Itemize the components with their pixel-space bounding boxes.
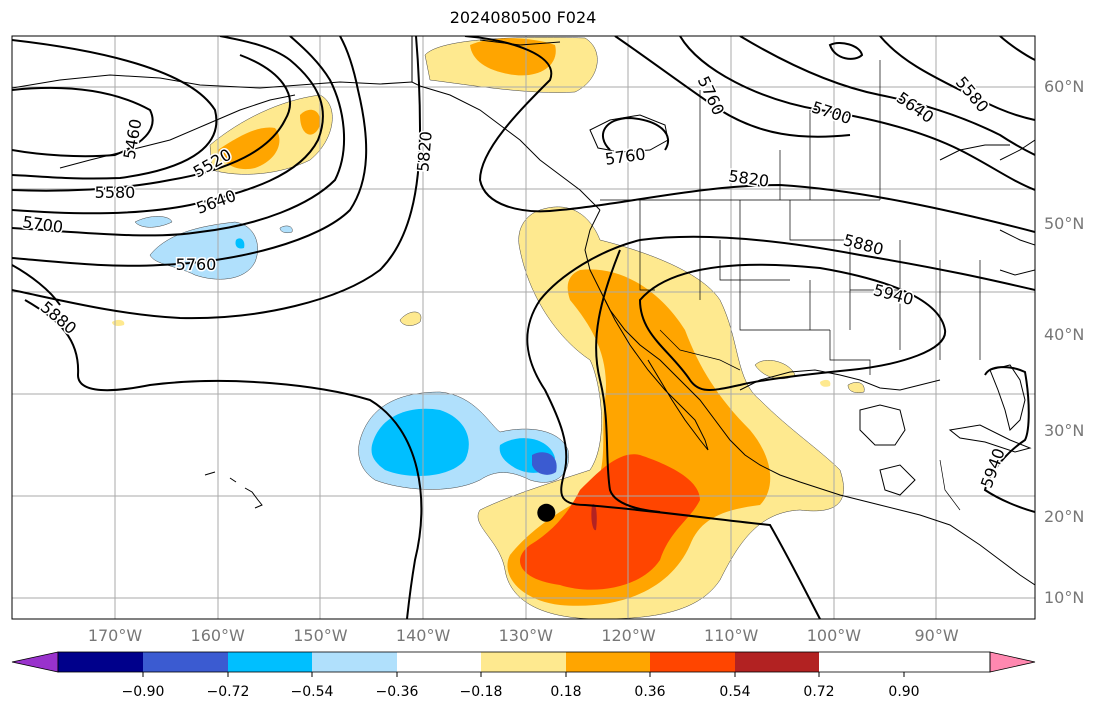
position-marker bbox=[537, 503, 556, 522]
colorbar-segment bbox=[735, 652, 819, 672]
contour-5880-main bbox=[526, 299, 821, 619]
contour-5700 bbox=[12, 36, 345, 237]
contour-label: 5460 bbox=[120, 117, 146, 160]
longitude-label: 150°W bbox=[293, 626, 348, 645]
colorbar-tick-label: 0.54 bbox=[719, 684, 751, 700]
cuba bbox=[948, 424, 1032, 453]
contour-5580-ne bbox=[879, 36, 1035, 121]
colorbar-segment bbox=[650, 652, 735, 672]
longitude-label: 170°W bbox=[87, 626, 143, 645]
contour-label: 5700 bbox=[809, 97, 854, 128]
colorbar-frame bbox=[57, 651, 991, 673]
map-frame bbox=[11, 35, 1036, 620]
longitude-label: 140°W bbox=[395, 626, 451, 645]
colorbar-tick-label: −0.90 bbox=[121, 684, 165, 700]
latitude-label: 30°N bbox=[1044, 420, 1085, 440]
contour-label: 5940 bbox=[871, 280, 915, 309]
contour-5640 bbox=[12, 36, 324, 215]
latitude-label: 40°N bbox=[1044, 325, 1085, 345]
longitude-label: 160°W bbox=[190, 626, 245, 645]
contour-label: 5940 bbox=[977, 446, 1009, 491]
latitude-label: 60°N bbox=[1044, 77, 1085, 96]
colorbar-tick-label: −0.54 bbox=[290, 684, 334, 700]
coastlines bbox=[12, 36, 1035, 586]
contour-5580 bbox=[12, 54, 291, 192]
north-america-coast bbox=[584, 209, 1035, 586]
contour-5700-ne bbox=[679, 36, 1035, 191]
colorbar-tick-label: 0.36 bbox=[634, 684, 666, 700]
colorbar-arrow-low bbox=[11, 651, 59, 673]
colorbar-segment bbox=[143, 652, 228, 672]
contour-label: 5820 bbox=[413, 130, 435, 172]
longitude-label: 90°W bbox=[914, 626, 959, 645]
strong-positive-core bbox=[520, 454, 700, 590]
longitude-label: 110°W bbox=[704, 626, 759, 645]
graticule bbox=[12, 36, 1035, 619]
colorbar-tick-label: 0.90 bbox=[888, 684, 920, 700]
contour-labels: 5460 5520 5580 5640 5700 5760 5820 5880 … bbox=[20, 71, 1010, 492]
yucatan bbox=[859, 404, 906, 446]
contour-5640-ne bbox=[739, 36, 1035, 156]
height-contours bbox=[12, 36, 1035, 619]
latitude-label: 10°N bbox=[1044, 588, 1085, 607]
political-borders bbox=[600, 60, 981, 511]
contour-5460 bbox=[12, 86, 154, 158]
map-title: 2024080500 F024 bbox=[449, 8, 597, 27]
contour-5760 bbox=[12, 36, 368, 267]
baja-coast bbox=[604, 299, 709, 451]
longitude-label: 120°W bbox=[601, 626, 656, 645]
colorbar-tick-label: −0.36 bbox=[375, 684, 419, 700]
contour-5940-south bbox=[595, 249, 661, 513]
contour-label: 5580 bbox=[95, 183, 136, 202]
latitude-label: 20°N bbox=[1044, 506, 1085, 526]
latitude-label: 50°N bbox=[1044, 214, 1085, 234]
colorbar-segment bbox=[481, 652, 566, 672]
positive-anomaly-alaska-core bbox=[218, 127, 280, 170]
colorbar-tick-label: 0.72 bbox=[803, 684, 835, 700]
contour-5880-east bbox=[12, 264, 61, 306]
contour-5520 bbox=[12, 39, 218, 180]
contour-5820-east bbox=[464, 36, 1035, 233]
longitude-label: 100°W bbox=[806, 626, 862, 645]
colorbar-segment bbox=[397, 652, 481, 672]
florida bbox=[989, 364, 1026, 431]
contour-label: 5760 bbox=[176, 255, 217, 274]
contour-label: 5700 bbox=[21, 212, 64, 236]
colorbar-tick-label: −0.18 bbox=[459, 684, 503, 700]
colorbar bbox=[11, 651, 1036, 677]
colorbar-segment bbox=[566, 652, 650, 672]
contour-5880 bbox=[24, 299, 423, 619]
contour-label: 5640 bbox=[893, 88, 937, 127]
colorbar-arrow-high bbox=[989, 651, 1036, 673]
colorbar-segment bbox=[228, 652, 312, 672]
anomaly-fill bbox=[112, 37, 865, 619]
colorbar-tick-label: 0.18 bbox=[550, 684, 582, 700]
hawaii bbox=[204, 471, 263, 509]
colorbar-segment bbox=[312, 652, 397, 672]
map-content: 5460 5520 5580 5640 5700 5760 5820 5880 … bbox=[12, 36, 1035, 619]
contour-5760-ne bbox=[601, 116, 670, 151]
colorbar-segment bbox=[58, 652, 143, 672]
contour-5880-ne bbox=[539, 235, 1035, 301]
contour-5820 bbox=[12, 36, 422, 320]
longitude-label: 130°W bbox=[498, 626, 553, 645]
contour-5760-top bbox=[614, 36, 851, 138]
contour-label: 5760 bbox=[604, 144, 647, 168]
colorbar-tick-label: −0.72 bbox=[206, 684, 250, 700]
contour-5940 bbox=[638, 263, 947, 391]
contour-5940-east bbox=[983, 366, 1035, 513]
gulf-coast bbox=[739, 369, 941, 391]
contour-label: 5640 bbox=[194, 186, 239, 218]
contour-label: 5580 bbox=[952, 73, 993, 116]
